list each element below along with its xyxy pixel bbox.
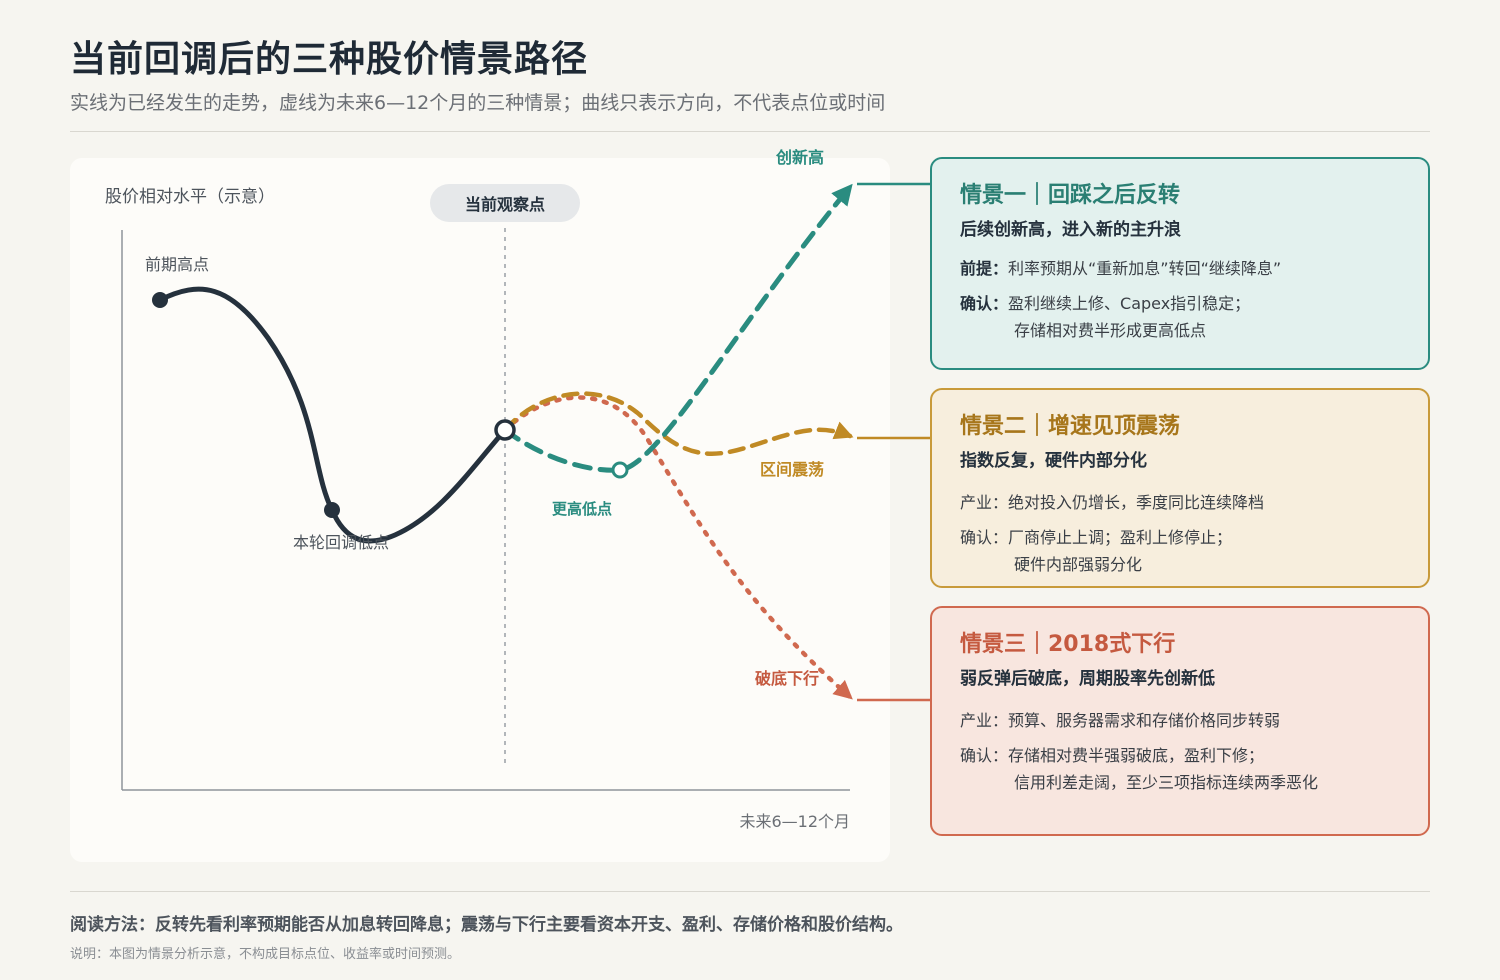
page-title: 当前回调后的三种股价情景路径 [70,39,589,80]
scenario2-line3: 硬件内部强弱分化 [1014,555,1143,574]
scenario3-line3: 信用利差走阔，至少三项指标连续两季恶化 [1014,773,1319,792]
prior-high-label: 前期高点 [145,255,209,274]
scenario2-path [502,391,854,456]
scenario2-line1-text: 绝对投入仍增长，季度同比连续降档 [1008,493,1265,512]
scenario2-card: 情景二｜增速见顶震荡 指数反复，硬件内部分化 产业：绝对投入仍增长，季度同比连续… [930,388,1430,588]
disclaimer: 说明：本图为情景分析示意，不构成目标点位、收益率或时间预测。 [70,947,461,962]
scenario3-line1-label: 产业： [960,711,1009,730]
scenario1-summary: 后续创新高，进入新的主升浪 [960,220,1181,240]
scenario3-path [502,395,853,700]
y-axis-label: 股价相对水平（示意） [105,187,275,207]
scenario3-line2-text: 存储相对费半强弱破底，盈利下修； [1008,746,1265,765]
scenario1-card: 情景一｜回踩之后反转 后续创新高，进入新的主升浪 前提：利率预期从“重新加息”转… [930,157,1430,370]
scenario3-line1-text: 预算、服务器需求和存储价格同步转弱 [1008,711,1281,730]
scenario1-line1-text: 利率预期从“重新加息”转回“继续降息” [1008,259,1282,278]
scenario3-line1: 产业：预算、服务器需求和存储价格同步转弱 [960,707,1280,731]
scenario1-line2-text: 盈利继续上修、Capex指引稳定； [1008,294,1251,313]
higher-low-label: 更高低点 [552,500,612,518]
current-point [494,419,516,441]
breakdown-label: 破底下行 [755,669,819,688]
scenario2-line2-text: 厂商停止上调；盈利上修停止； [1008,528,1233,547]
scenario1-line1: 前提：利率预期从“重新加息”转回“继续降息” [960,255,1281,279]
x-axis-label: 未来6—12个月 [739,812,850,831]
chart-panel [70,158,890,862]
new-high-label: 创新高 [775,148,824,167]
scenario1-path [502,183,853,473]
scenario1-title: 情景一｜回踩之后反转 [960,183,1181,208]
scenario1-line2-label: 确认： [960,294,1009,313]
scenario2-line1-label: 产业： [960,493,1009,512]
scenario3-line2: 确认：存储相对费半强弱破底，盈利下修； [960,742,1264,766]
scenario2-title: 情景二｜增速见顶震荡 [960,414,1181,439]
header-divider [70,131,1430,132]
current-low-point [324,502,340,518]
scenario1-line1-label: 前提： [960,259,1009,278]
scenario2-summary: 指数反复，硬件内部分化 [960,451,1147,471]
reading-note: 阅读方法：反转先看利率预期能否从加息转回降息；震荡与下行主要看资本开支、盈利、存… [70,915,903,935]
scenario3-title: 情景三｜2018式下行 [960,632,1176,657]
observation-badge [430,184,580,222]
scenario3-card: 情景三｜2018式下行 弱反弹后破底，周期股率先创新低 产业：预算、服务器需求和… [930,606,1430,836]
current-low-label: 本轮回调低点 [293,533,389,552]
scenario2-line2-label: 确认： [960,528,1009,547]
higher-low-point [611,461,629,479]
scenario2-line2: 确认：厂商停止上调；盈利上修停止； [960,524,1232,548]
scenario3-summary: 弱反弹后破底，周期股率先创新低 [960,669,1215,689]
observation-label: 当前观察点 [465,195,545,214]
prior-high-point [152,292,168,308]
scenario1-line2: 确认：盈利继续上修、Capex指引稳定； [960,290,1250,314]
scenario1-line3: 存储相对费半形成更高低点 [1014,321,1207,340]
range-label: 区间震荡 [760,460,824,479]
page-subtitle: 实线为已经发生的走势，虚线为未来6—12个月的三种情景；曲线只表示方向，不代表点… [70,92,886,114]
footer-divider [70,891,1430,892]
scenario2-line1: 产业：绝对投入仍增长，季度同比连续降档 [960,489,1264,513]
scenario3-line2-label: 确认： [960,746,1009,765]
